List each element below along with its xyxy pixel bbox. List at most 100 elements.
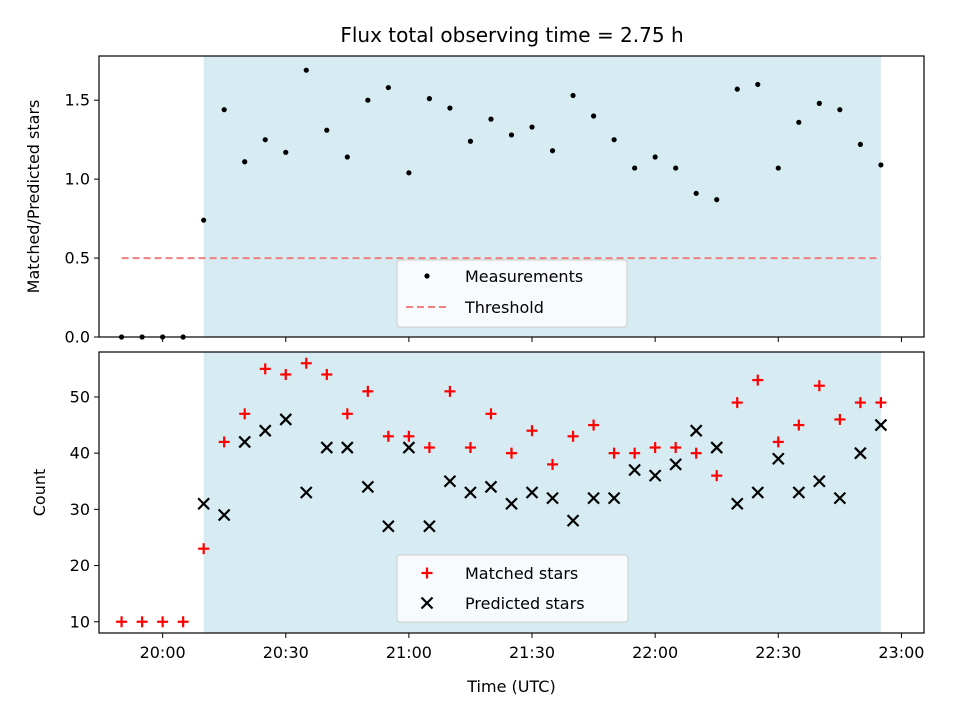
predicted-point — [648, 469, 662, 482]
predicted-point — [382, 519, 395, 533]
predicted-point — [751, 486, 765, 499]
measurement-point — [365, 97, 371, 103]
predicted-point — [505, 497, 518, 511]
measurement-point — [406, 170, 412, 176]
y-tick-label: 1.5 — [65, 91, 90, 110]
matched-point — [280, 368, 292, 380]
predicted-point — [217, 508, 231, 522]
matched-point — [300, 357, 312, 369]
matched-point — [506, 447, 517, 459]
matched-point — [813, 380, 825, 392]
measurement-point — [693, 190, 699, 196]
matched-point — [670, 442, 682, 454]
matched-point — [793, 419, 805, 431]
measurement-point — [590, 113, 597, 119]
predicted-point — [361, 480, 375, 494]
predicted-point — [525, 486, 539, 499]
top-y-axis-label: Matched/Predicted stars — [24, 100, 43, 294]
x-tick-label: 20:30 — [263, 643, 309, 662]
predicted-point — [258, 424, 272, 437]
predicted-point — [546, 491, 559, 505]
measurement-point — [549, 148, 556, 154]
matched-point — [875, 397, 887, 409]
predicted-point — [833, 491, 847, 505]
measurement-point — [816, 100, 822, 106]
matched-point — [321, 368, 333, 380]
measurement-point — [262, 137, 268, 143]
x-tick-label: 21:00 — [386, 643, 432, 662]
measurement-point — [632, 165, 638, 171]
legend-matched-marker — [421, 567, 433, 579]
legend-label-threshold: Threshold — [464, 298, 544, 317]
measurement-point — [242, 159, 248, 165]
matched-point — [239, 408, 251, 420]
matched-point — [362, 385, 374, 397]
measurement-point — [570, 92, 576, 99]
matched-point — [629, 447, 641, 459]
y-tick-label: 40 — [70, 444, 90, 463]
matched-point — [752, 374, 764, 386]
measurement-point — [611, 137, 617, 143]
matched-point — [444, 385, 456, 397]
matched-point — [136, 616, 148, 628]
measurement-point — [201, 217, 207, 223]
predicted-point — [341, 441, 354, 454]
measurement-point — [283, 149, 289, 155]
predicted-point — [710, 441, 724, 454]
y-tick-label: 10 — [70, 612, 90, 631]
measurement-point — [324, 127, 330, 133]
matched-point — [772, 436, 784, 448]
x-tick-label: 23:00 — [878, 643, 924, 662]
matched-point — [690, 447, 702, 459]
matched-point — [485, 408, 497, 420]
x-tick-label: 20:00 — [140, 643, 186, 662]
matched-point — [567, 430, 579, 442]
bottom-panel: 10 20 30 40 50 20:00 20:30 21:00 21:30 22:00 22:3… — [30, 351, 925, 696]
x-tick-label: 21:30 — [509, 643, 555, 662]
matched-point — [177, 616, 189, 628]
x-tick-label: 22:00 — [632, 643, 678, 662]
chart-title: Flux total observing time = 2.75 h — [340, 23, 683, 47]
top-panel: 0.0 0.5 1.0 1.5 Matched/Predicted stars Mea… — [24, 55, 925, 347]
predicted-point — [730, 497, 744, 511]
x-axis-label: Time (UTC) — [466, 677, 555, 696]
legend-predicted-marker — [420, 596, 434, 610]
y-tick-label: 1.0 — [65, 170, 90, 189]
predicted-point — [464, 486, 477, 499]
matched-point — [834, 413, 846, 425]
legend-measurement-marker — [424, 273, 430, 279]
y-tick-label: 50 — [70, 387, 90, 406]
measurement-point — [734, 86, 740, 92]
y-tick-label: 0.0 — [65, 328, 90, 347]
matched-point — [382, 430, 394, 442]
matched-point — [731, 397, 743, 409]
matched-point — [403, 430, 415, 442]
matched-point — [588, 419, 600, 431]
measurement-point — [447, 105, 453, 111]
predicted-point — [320, 441, 334, 454]
measurement-point — [878, 162, 884, 168]
predicted-point — [484, 480, 498, 494]
predicted-point — [197, 497, 210, 511]
legend-box — [396, 554, 629, 623]
measurement-point — [837, 107, 843, 113]
predicted-point — [566, 514, 580, 527]
measurement-point — [755, 81, 761, 88]
top-axes-frame — [98, 55, 925, 338]
measurement-point — [426, 96, 433, 102]
matched-point — [649, 442, 661, 454]
predicted-point — [299, 486, 313, 499]
measurement-point — [796, 119, 802, 125]
predicted-point — [587, 491, 600, 505]
predicted-point — [628, 463, 641, 477]
bottom-x-ticks: 20:00 20:30 21:00 21:30 22:00 22:30 23:00 — [140, 633, 924, 662]
top-legend: Measurements Threshold — [396, 259, 628, 328]
x-tick-label: 22:30 — [755, 643, 801, 662]
y-tick-label: 30 — [70, 500, 90, 519]
y-tick-label: 0.5 — [65, 249, 90, 268]
matched-point — [464, 442, 476, 454]
bottom-legend: Matched stars Predicted stars — [396, 554, 629, 623]
measurement-point — [652, 154, 658, 160]
measurement-point — [775, 165, 781, 171]
